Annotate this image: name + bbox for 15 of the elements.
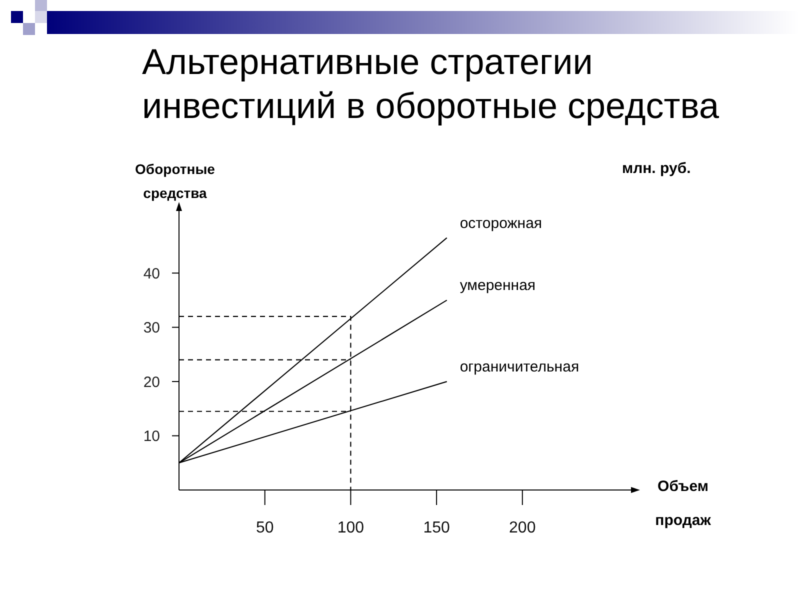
series-label: ограничительная	[460, 358, 580, 376]
chart-title: Альтернативные стратегии инвестиций в оборотные средства	[142, 40, 720, 128]
text: млн. руб.	[622, 160, 691, 177]
x-tick-label: 200	[509, 519, 536, 536]
x-tick-label: 50	[256, 519, 274, 536]
x-axis-title: Объем продаж	[654, 477, 712, 531]
series-label: умеренная	[460, 277, 536, 294]
x-tick-label: 150	[423, 519, 450, 536]
y-axis-title: Оборотные средства	[134, 160, 216, 203]
series-label: осторожная	[460, 214, 542, 232]
x-tick-label: 100	[337, 519, 364, 536]
y-tick-label: 30	[143, 320, 160, 337]
y-tick-label: 10	[143, 428, 160, 446]
y-tick-label: 40	[143, 265, 160, 282]
y-tick-label: 20	[143, 374, 160, 391]
